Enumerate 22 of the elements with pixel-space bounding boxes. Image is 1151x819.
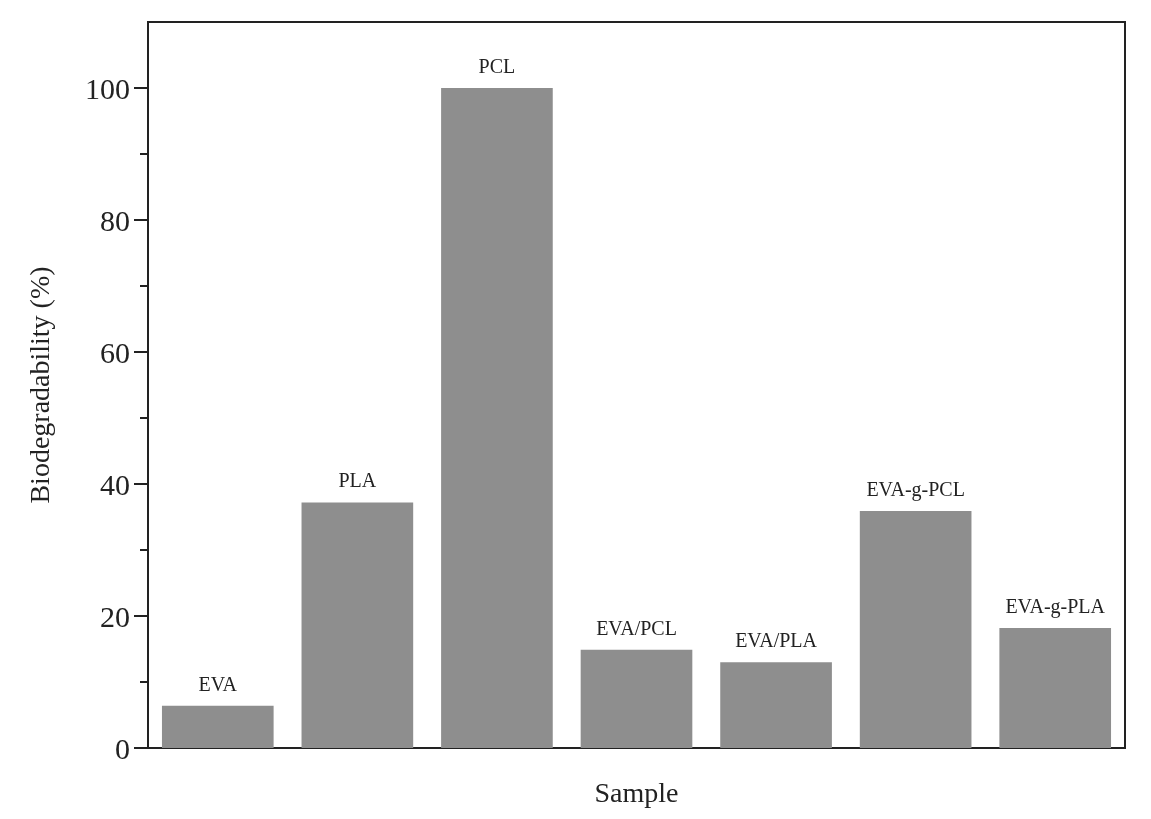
bar <box>161 705 274 748</box>
y-tick-label: 100 <box>85 71 130 105</box>
y-axis-title: Biodegradability (%) <box>23 266 55 504</box>
y-tick-label: 20 <box>100 599 130 633</box>
x-axis-title: Sample <box>594 776 679 808</box>
x-tick-label: PCL <box>478 55 516 77</box>
x-tick-label: EVA-g-PCL <box>866 478 965 502</box>
bar <box>720 662 832 748</box>
bar <box>999 627 1112 748</box>
x-tick-label: EVA <box>198 672 238 695</box>
bar <box>580 649 693 748</box>
x-tick-label: PLA <box>338 469 377 492</box>
x-tick-label: EVA-g-PLA <box>1005 594 1106 618</box>
y-tick-label: 60 <box>100 335 130 369</box>
bar <box>301 502 414 748</box>
y-tick-label: 0 <box>115 731 130 765</box>
y-tick-label: 80 <box>100 203 130 237</box>
bar <box>859 511 972 748</box>
bar <box>441 88 553 748</box>
x-tick-label: EVA/PCL <box>596 616 677 639</box>
y-tick-label: 40 <box>100 467 130 501</box>
x-tick-label: EVA/PLA <box>735 629 818 652</box>
